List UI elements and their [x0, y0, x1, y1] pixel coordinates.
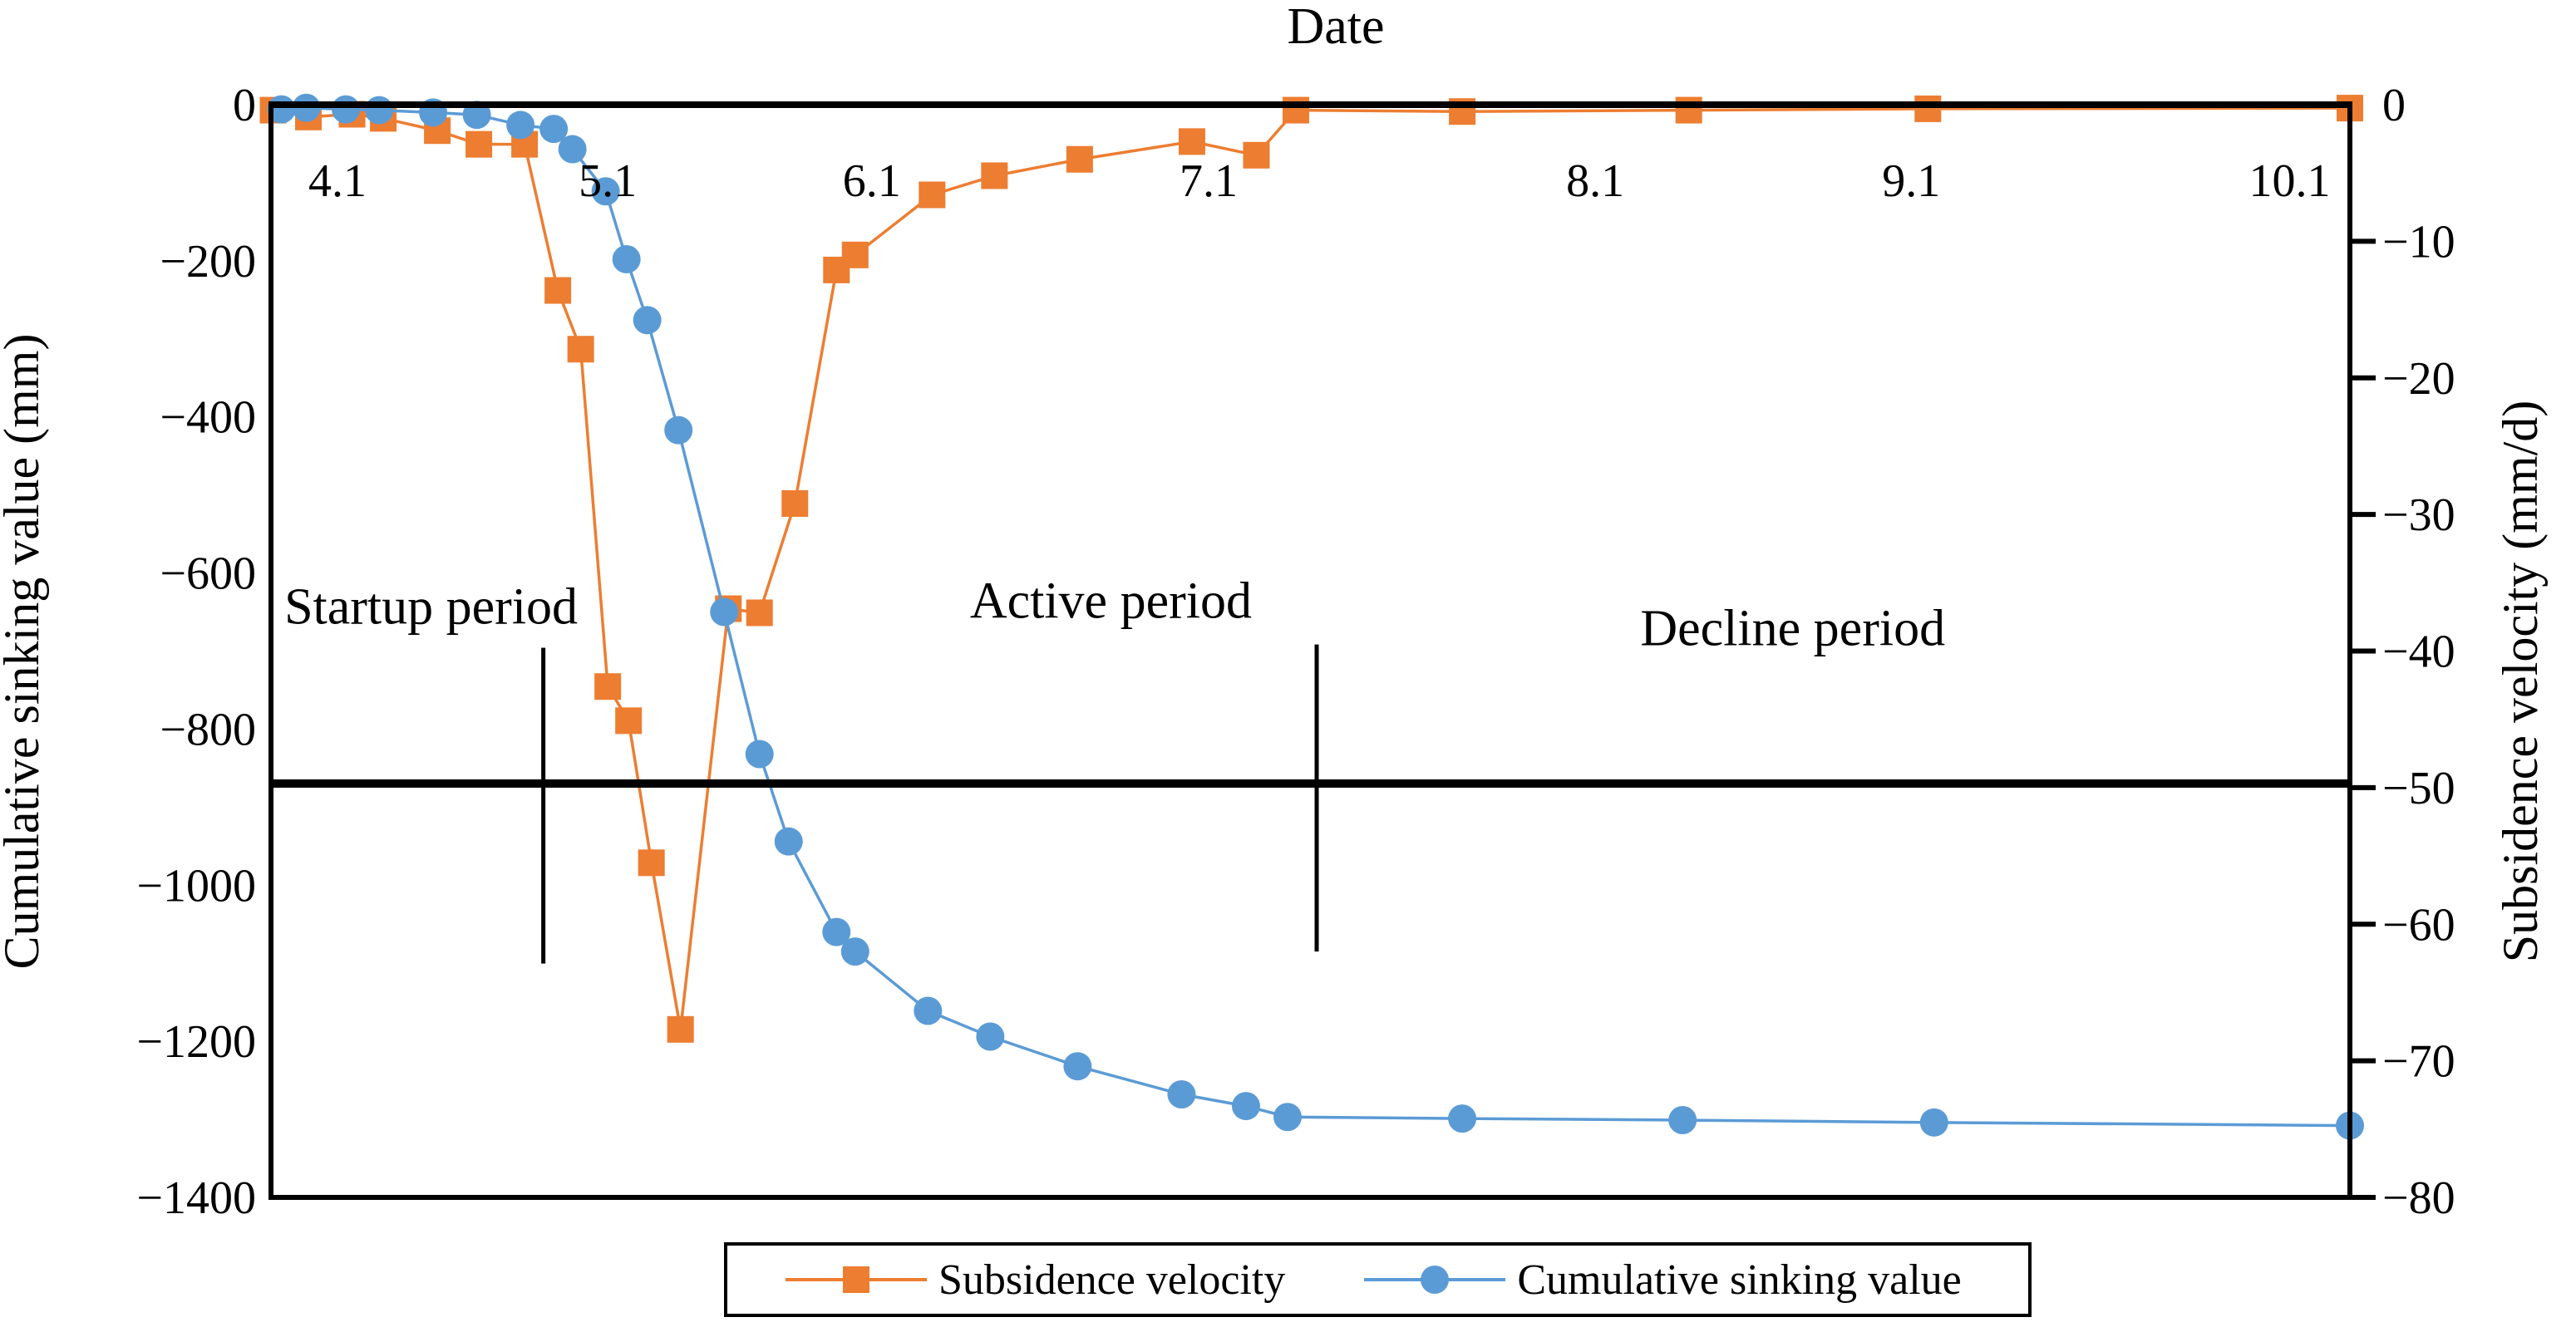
left-y-tick-label: −200	[160, 236, 256, 288]
data-point-circle	[1063, 1052, 1092, 1081]
bottom-frame-line	[268, 1195, 2375, 1200]
blue-circle-series-swatch	[1364, 1266, 1506, 1294]
right-y-tick-label: −30	[2382, 489, 2455, 541]
right-y-tick-label: −20	[2382, 353, 2455, 405]
right-y-tick-label: −70	[2382, 1036, 2455, 1088]
right-y-tick-label: −40	[2382, 627, 2455, 678]
series-line-circle	[281, 106, 2351, 1128]
data-point-square	[1675, 96, 1702, 124]
left-axis-line	[268, 105, 273, 1197]
data-point-square	[981, 162, 1008, 189]
data-point-circle	[1231, 1092, 1260, 1121]
data-point-square	[746, 599, 773, 627]
x-axis-zero-line	[268, 101, 2352, 108]
orange-square-series-swatch	[786, 1266, 927, 1293]
right-y-tick-label: −60	[2382, 899, 2455, 951]
left-y-tick-label: 0	[233, 80, 256, 131]
data-point-square	[781, 489, 809, 517]
right-y-tick-label: −80	[2382, 1172, 2455, 1224]
data-point-circle	[1919, 1108, 1948, 1137]
data-point-square	[615, 707, 643, 735]
left-y-tick-label: −1200	[136, 1016, 256, 1068]
right-axis-tick-mark	[2350, 1195, 2376, 1200]
data-point-square	[1243, 141, 1270, 169]
data-point-circle	[365, 96, 394, 125]
series-line-square	[273, 106, 2351, 1030]
x-tick-label: 10.1	[2248, 155, 2330, 207]
right-axis-tick-mark	[2350, 375, 2376, 381]
x-tick-label: 8.1	[1566, 155, 1624, 207]
legend-item-subsidence-velocity: Subsidence velocity	[786, 1256, 1285, 1305]
data-point-square	[1914, 95, 1942, 122]
right-axis-tick-mark	[2350, 512, 2376, 518]
data-point-circle	[332, 95, 361, 124]
data-point-square	[841, 241, 869, 268]
legend-item-cumulative-sinking-value: Cumulative sinking value	[1364, 1256, 1962, 1305]
left-y-tick-label: −1400	[136, 1172, 256, 1224]
x-axis-title: Date	[1287, 0, 1384, 55]
chrome-layer: 4.1 5.1 6.1 7.1 8.1 9.1 10.10−200−400−600−800−…	[136, 80, 2455, 1224]
data-point-circle	[633, 306, 662, 335]
data-point-circle	[822, 917, 851, 946]
data-point-square	[465, 130, 493, 158]
right-y-tick-label: −50	[2382, 763, 2455, 814]
data-point-circle	[976, 1022, 1005, 1051]
x-tick-label: 6.1	[843, 155, 901, 207]
left-y-tick-label: −800	[160, 704, 256, 755]
data-point-square	[567, 336, 594, 363]
data-point-square	[594, 673, 622, 700]
x-tick-label: 5.1	[579, 155, 637, 207]
data-point-circle	[745, 740, 774, 769]
data-point-circle	[558, 135, 587, 164]
data-point-circle	[506, 111, 535, 140]
data-point-circle	[1167, 1080, 1196, 1109]
right-axis-tick-mark	[2350, 1058, 2376, 1064]
data-point-square	[919, 181, 946, 209]
right-axis-tick-mark	[2350, 238, 2376, 244]
x-tick-label: 7.1	[1180, 155, 1238, 207]
right-y-tick-label: −10	[2382, 216, 2455, 268]
right-y-tick-label: 0	[2382, 80, 2406, 131]
right-axis-tick-mark	[2350, 922, 2376, 927]
data-point-square	[544, 277, 572, 304]
data-point-square	[667, 1015, 694, 1043]
phase-divider-line	[1314, 644, 1319, 952]
data-point-square	[1282, 96, 1309, 124]
data-point-square	[1178, 128, 1205, 155]
right-axis-title: Subsidence velocity (mm/d)	[2493, 401, 2548, 963]
data-point-circle	[591, 177, 620, 206]
data-point-circle	[774, 827, 803, 856]
x-tick-label: 9.1	[1882, 155, 1940, 207]
data-point-circle	[612, 244, 641, 273]
right-axis-tick-mark	[2350, 648, 2376, 654]
annotation-decline-period: Decline period	[1640, 601, 1945, 657]
legend-label: Subsidence velocity	[938, 1256, 1286, 1304]
data-point-square	[1066, 145, 1093, 173]
annotation-active-period: Active period	[970, 573, 1252, 630]
legend: Subsidence velocity Cumulative sinking v…	[724, 1242, 2032, 1317]
x-tick-label: 4.1	[308, 155, 367, 207]
legend-label: Cumulative sinking value	[1517, 1256, 1962, 1304]
right-axis-tick-mark	[2350, 784, 2376, 790]
left-y-tick-label: −1000	[136, 860, 256, 912]
left-y-tick-label: −600	[160, 548, 256, 600]
data-point-circle	[539, 115, 569, 144]
data-point-circle	[710, 597, 739, 627]
annotation-startup-period: Startup period	[284, 578, 578, 635]
left-y-tick-label: −400	[160, 392, 256, 444]
left-axis-title: Cumulative sinking value (mm)	[0, 334, 49, 970]
data-point-circle	[1273, 1103, 1302, 1132]
data-point-circle	[664, 415, 693, 445]
data-point-square	[638, 849, 665, 877]
threshold-line	[271, 779, 2350, 788]
data-point-circle	[1448, 1104, 1477, 1133]
data-point-circle	[1668, 1106, 1697, 1135]
data-point-circle	[914, 996, 943, 1025]
data-point-circle	[840, 937, 869, 966]
phase-divider-line	[541, 647, 546, 964]
